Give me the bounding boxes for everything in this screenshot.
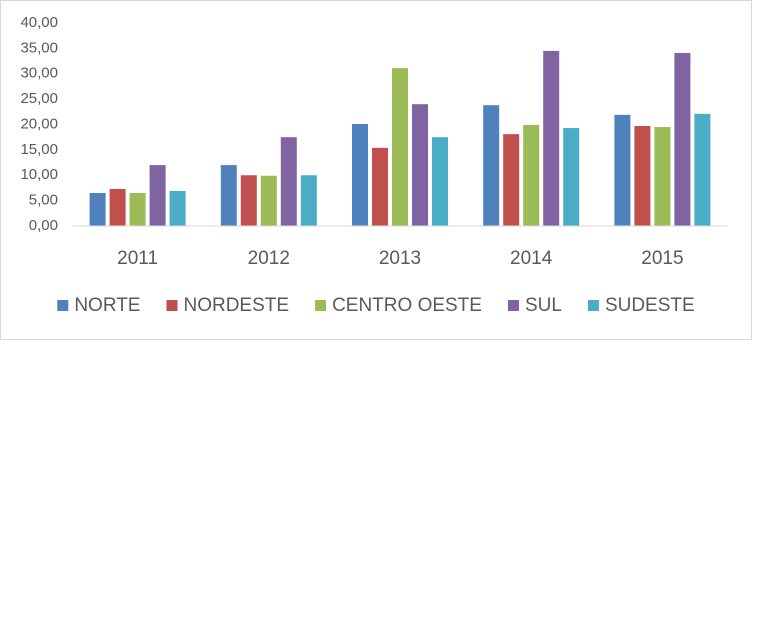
x-tick-label: 2015 [641,248,683,269]
bar [392,68,408,226]
bar [280,137,297,226]
bar [300,175,317,226]
bar [543,50,560,226]
bar [503,134,520,226]
bar [149,165,166,226]
legend-swatch [315,300,327,311]
legend-swatch [57,300,69,311]
x-tick-label: 2011 [117,248,158,269]
x-tick-label: 2014 [510,248,553,269]
legend-label: SUL [525,295,562,316]
y-tick-label: 35,00 [20,39,58,56]
legend-label: SUDESTE [605,295,695,316]
y-tick-label: 30,00 [20,65,58,82]
y-tick-label: 10,00 [20,166,58,183]
y-tick-label: 0,00 [29,217,58,234]
bar [220,165,237,226]
bar [563,128,580,226]
x-tick-label: 2012 [248,248,290,269]
bar [634,126,651,226]
y-tick-label: 25,00 [20,90,58,107]
x-tick-label: 2013 [379,248,421,269]
bar [614,114,631,226]
legend-label: NORDESTE [183,295,289,316]
bar [654,127,671,226]
y-tick-label: 40,00 [20,14,58,31]
bar [260,175,277,226]
bar [169,190,186,226]
bar [129,193,146,226]
bar [432,137,448,226]
bar [674,52,691,226]
legend-label: CENTRO OESTE [332,295,482,316]
y-tick-label: 5,00 [29,192,58,209]
legend-swatch [507,300,519,311]
y-tick-label: 15,00 [20,141,58,158]
bar [412,104,428,226]
legend-label: NORTE [74,295,140,316]
y-tick-label: 20,00 [20,115,58,132]
bar [372,147,388,226]
bar [89,193,106,226]
bar [694,113,711,226]
bar [483,105,500,226]
bar [523,125,540,226]
legend-swatch [587,300,599,311]
legend-swatch [166,300,178,311]
bar [109,188,126,226]
bar [240,175,257,226]
bar [352,123,368,226]
